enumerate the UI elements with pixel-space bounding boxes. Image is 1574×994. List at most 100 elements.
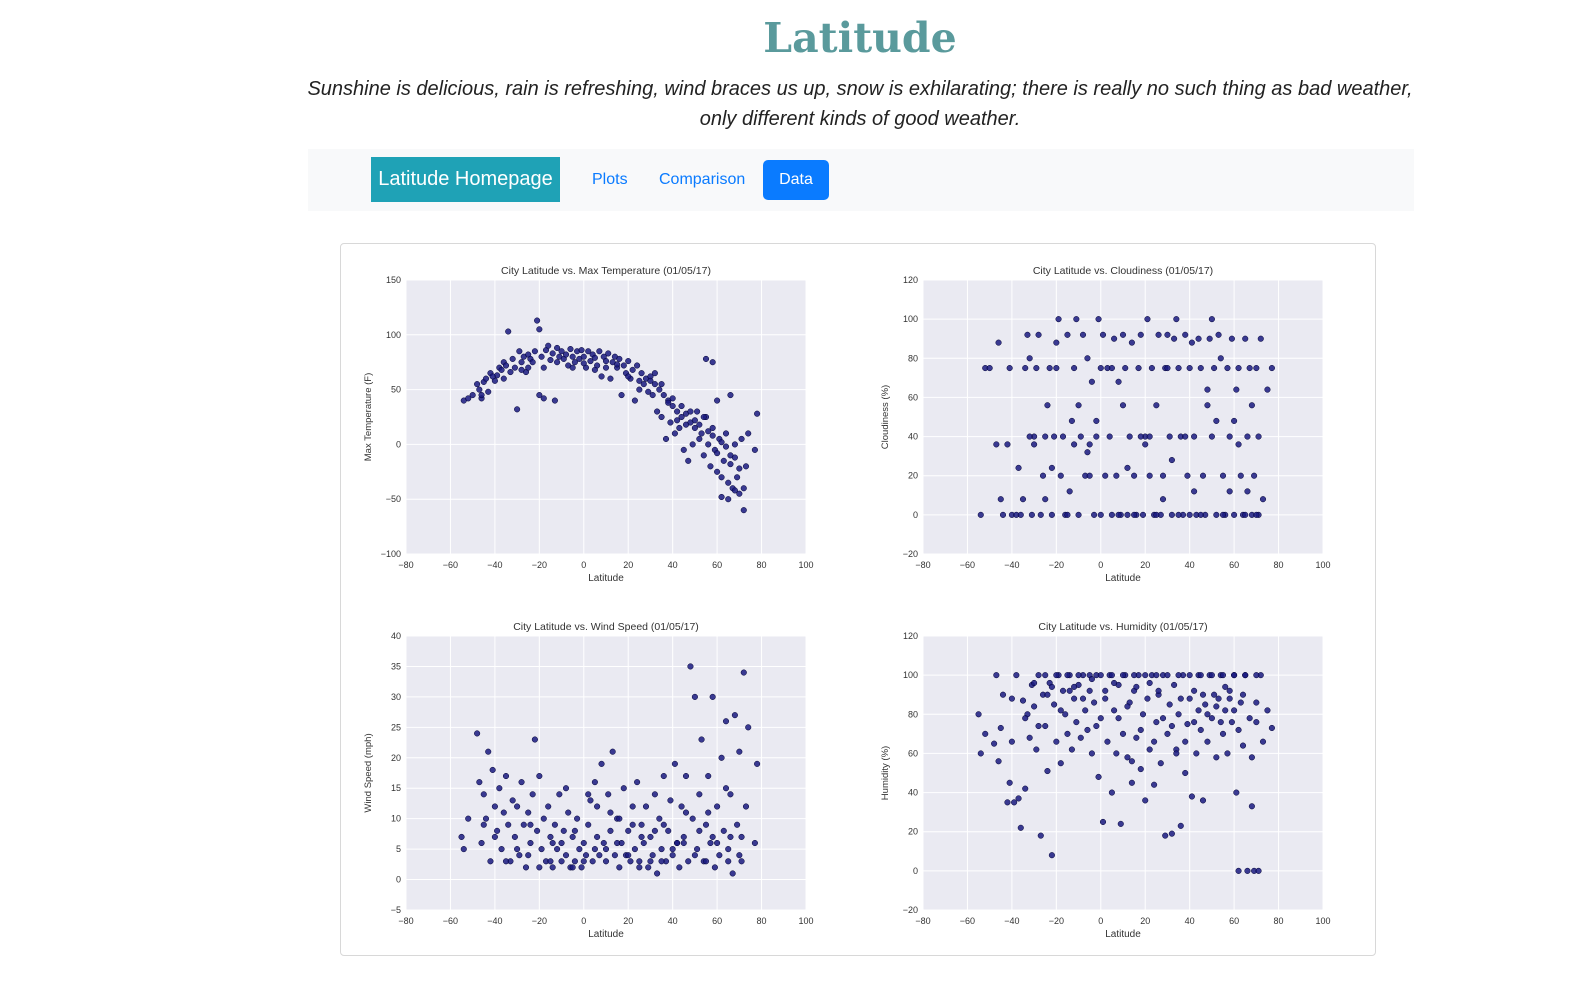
data-point xyxy=(1235,867,1242,874)
data-point xyxy=(476,386,483,393)
x-tick-label: 40 xyxy=(668,560,678,570)
data-point xyxy=(638,370,645,377)
data-point xyxy=(691,424,698,432)
data-point xyxy=(1079,331,1087,338)
x-tick-label: −20 xyxy=(532,560,547,570)
data-point xyxy=(1113,750,1120,757)
data-point xyxy=(580,839,587,847)
y-tick-label: 0 xyxy=(913,510,918,520)
data-point xyxy=(1253,719,1260,726)
data-point xyxy=(562,852,570,859)
data-point xyxy=(1006,365,1013,372)
x-tick-label: −20 xyxy=(532,916,547,926)
nav-link-data[interactable]: Data xyxy=(763,160,829,200)
data-point xyxy=(522,864,530,871)
data-point xyxy=(740,507,747,514)
data-point xyxy=(485,388,492,395)
data-point xyxy=(1104,738,1111,745)
data-point xyxy=(1215,695,1222,702)
data-point xyxy=(594,803,601,810)
data-point xyxy=(1228,719,1235,726)
data-point xyxy=(658,846,665,853)
data-point xyxy=(1137,766,1144,773)
brand-link[interactable]: Latitude Homepage xyxy=(371,157,560,202)
data-point xyxy=(1019,496,1027,503)
data-point xyxy=(505,328,512,335)
data-point xyxy=(1231,707,1238,714)
data-point xyxy=(594,833,601,840)
data-point xyxy=(702,821,710,828)
data-point xyxy=(1095,773,1102,780)
data-point xyxy=(538,846,545,853)
data-point xyxy=(1113,472,1120,479)
data-point xyxy=(716,852,723,859)
data-point xyxy=(1151,781,1158,788)
data-point xyxy=(727,461,734,468)
data-point xyxy=(571,827,578,834)
data-point xyxy=(1242,511,1249,518)
data-point xyxy=(1111,679,1118,687)
data-point xyxy=(1219,511,1227,518)
data-point xyxy=(1242,672,1249,679)
data-point xyxy=(1119,672,1127,679)
x-tick-label: 0 xyxy=(1098,560,1103,570)
data-point xyxy=(1206,335,1213,342)
data-point xyxy=(514,406,521,413)
data-point xyxy=(1093,722,1100,730)
data-point xyxy=(1175,672,1182,679)
data-point xyxy=(1186,695,1193,702)
data-point xyxy=(629,803,636,810)
data-point xyxy=(1146,679,1153,687)
data-point xyxy=(1199,691,1207,698)
x-tick-label: 60 xyxy=(1229,916,1239,926)
data-point xyxy=(580,858,587,865)
data-point xyxy=(1071,683,1078,690)
x-tick-label: 0 xyxy=(581,916,586,926)
data-point xyxy=(1253,672,1260,679)
data-point xyxy=(1213,511,1220,518)
data-point xyxy=(705,428,712,435)
nav-link-comparison[interactable]: Comparison xyxy=(659,171,746,188)
data-point xyxy=(1226,488,1233,495)
data-point xyxy=(536,392,543,399)
data-point xyxy=(1068,417,1075,424)
data-point xyxy=(1128,779,1135,786)
data-point xyxy=(1086,441,1093,448)
data-point xyxy=(554,359,561,366)
data-point xyxy=(547,833,554,840)
data-point xyxy=(549,864,556,871)
data-point xyxy=(1242,335,1249,342)
data-point xyxy=(1186,365,1193,372)
data-point xyxy=(698,736,705,743)
data-point xyxy=(1233,386,1240,393)
data-point xyxy=(616,815,623,822)
data-point xyxy=(1115,715,1122,722)
data-point xyxy=(602,846,610,853)
y-tick-label: −5 xyxy=(391,905,401,915)
data-point xyxy=(1044,402,1051,409)
data-point xyxy=(709,693,716,700)
data-point xyxy=(1153,672,1160,679)
data-point xyxy=(580,360,587,367)
data-point xyxy=(1142,797,1149,804)
data-point xyxy=(674,408,681,415)
data-point xyxy=(605,350,612,357)
data-point xyxy=(1053,672,1060,679)
data-point xyxy=(540,815,547,822)
plot-area xyxy=(406,280,806,554)
x-axis-label: Latitude xyxy=(588,929,624,940)
data-point xyxy=(1024,331,1031,338)
y-tick-label: 20 xyxy=(391,753,401,763)
nav-link-plots[interactable]: Plots xyxy=(592,171,628,188)
data-point xyxy=(997,724,1004,732)
data-point xyxy=(714,397,721,404)
data-point xyxy=(993,672,1000,679)
data-point xyxy=(1064,331,1071,338)
data-point xyxy=(1168,722,1175,730)
data-point xyxy=(598,373,605,380)
data-point xyxy=(480,791,487,798)
data-point xyxy=(660,392,667,399)
data-point xyxy=(1153,511,1160,518)
data-point xyxy=(1099,818,1107,825)
data-point xyxy=(1164,730,1171,737)
